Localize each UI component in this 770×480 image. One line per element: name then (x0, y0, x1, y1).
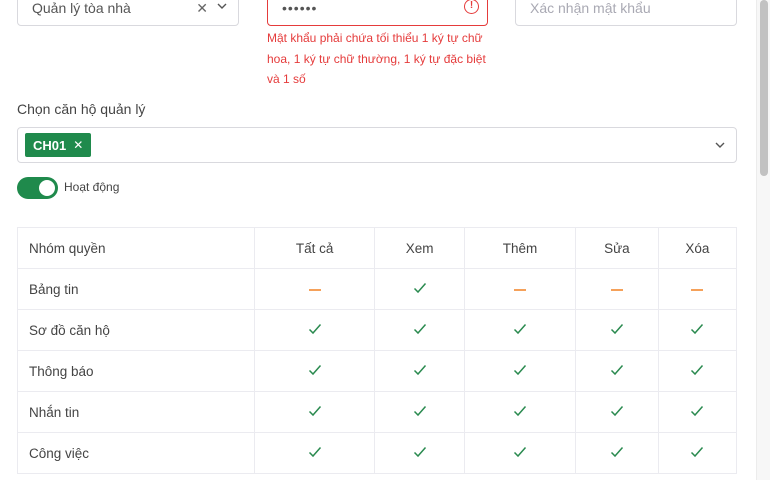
scrollbar-thumb[interactable] (760, 0, 768, 176)
apartment-tag: CH01 ✕ (25, 133, 92, 157)
role-select[interactable]: Quản lý tòa nhà ✕ (17, 0, 239, 26)
check-icon[interactable] (464, 309, 576, 351)
table-row: Nhắn tin (17, 391, 738, 433)
password-error: Mật khẩu phải chứa tối thiểu 1 ký tự chữ… (267, 31, 486, 86)
column-header: Nhóm quyền (17, 227, 255, 269)
check-icon[interactable] (374, 391, 466, 433)
check-icon[interactable] (374, 432, 466, 474)
confirm-password-placeholder: Xác nhận mật khẩu (530, 0, 651, 16)
check-icon[interactable] (657, 350, 738, 392)
partial-icon[interactable] (574, 268, 659, 310)
check-icon[interactable] (253, 309, 376, 351)
password-field[interactable]: •••••• ! (267, 0, 488, 26)
check-icon[interactable] (657, 391, 738, 433)
check-icon[interactable] (574, 432, 659, 474)
check-icon[interactable] (253, 432, 376, 474)
permission-group: Thông báo (17, 350, 255, 392)
table-row: Công việc (17, 432, 738, 474)
active-label: Hoạt động (64, 180, 120, 194)
apartment-tag-label: CH01 (33, 137, 67, 153)
check-icon[interactable] (374, 268, 466, 310)
active-toggle[interactable] (17, 177, 58, 199)
permission-group: Bảng tin (17, 268, 255, 310)
chevron-down-icon[interactable] (216, 0, 228, 12)
permission-group: Sơ đồ căn hộ (17, 309, 255, 351)
confirm-password-field[interactable]: Xác nhận mật khẩu (515, 0, 737, 26)
permission-group: Nhắn tin (17, 391, 255, 433)
check-icon[interactable] (253, 391, 376, 433)
check-icon[interactable] (574, 350, 659, 392)
table-row: Bảng tin (17, 268, 738, 310)
password-value: •••••• (282, 0, 318, 16)
check-icon[interactable] (574, 391, 659, 433)
clear-icon[interactable]: ✕ (196, 0, 208, 16)
apartments-label: Chọn căn hộ quản lý (17, 101, 146, 117)
toggle-knob (39, 180, 55, 196)
error-icon: ! (464, 0, 479, 14)
column-header: Xem (374, 227, 466, 269)
check-icon[interactable] (657, 432, 738, 474)
check-icon[interactable] (464, 432, 576, 474)
chevron-down-icon[interactable] (714, 139, 726, 151)
column-header: Xóa (657, 227, 738, 269)
table-header-row: Nhóm quyền Tất cả Xem Thêm Sửa Xóa (17, 227, 738, 269)
partial-icon[interactable] (464, 268, 576, 310)
table-row: Thông báo (17, 350, 738, 392)
column-header: Thêm (464, 227, 576, 269)
check-icon[interactable] (657, 309, 738, 351)
remove-tag-icon[interactable]: ✕ (73, 138, 84, 152)
check-icon[interactable] (464, 350, 576, 392)
permissions-table: Nhóm quyền Tất cả Xem Thêm Sửa Xóa Bảng tin Sơ… (17, 227, 738, 474)
check-icon[interactable] (574, 309, 659, 351)
check-icon[interactable] (374, 350, 466, 392)
check-icon[interactable] (464, 391, 576, 433)
partial-icon[interactable] (253, 268, 376, 310)
column-header: Sửa (574, 227, 659, 269)
apartments-select[interactable]: CH01 ✕ (17, 127, 737, 163)
column-header: Tất cả (253, 227, 376, 269)
role-select-value: Quản lý tòa nhà (32, 0, 131, 16)
check-icon[interactable] (374, 309, 466, 351)
table-row: Sơ đồ căn hộ (17, 309, 738, 351)
partial-icon[interactable] (657, 268, 738, 310)
permission-group: Công việc (17, 432, 255, 474)
check-icon[interactable] (253, 350, 376, 392)
